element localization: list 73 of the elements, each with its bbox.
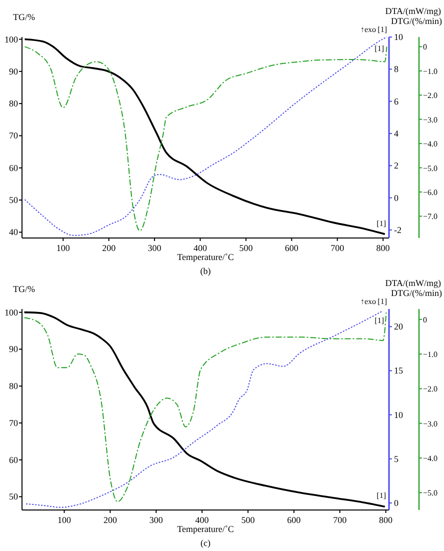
x-tick-label: 300 <box>148 243 162 253</box>
y3-tick-label: −4.0 <box>423 454 438 464</box>
text: ↑exo <box>360 297 376 306</box>
y-tick-label: 100 <box>4 34 18 44</box>
y3-axis-title: DTG/(%/min) <box>391 16 442 26</box>
y-tick-label: 80 <box>9 381 18 392</box>
x-tick-label: 200 <box>103 515 118 525</box>
text: [1] <box>378 25 388 34</box>
y3-tick-label: −3.0 <box>423 115 438 124</box>
y3-tick-label: −4.0 <box>423 140 438 149</box>
x-tick-label: 500 <box>241 515 256 525</box>
y-tick-label: 100 <box>4 307 18 318</box>
x-axis-title: Temperature/˚C <box>177 524 234 534</box>
y2-tick-label: -2 <box>394 224 402 235</box>
x-tick-label: 200 <box>102 243 116 253</box>
y2-tick-label: 10 <box>394 410 404 420</box>
y-tick-label: 60 <box>9 162 18 173</box>
y-tick-label: 70 <box>9 130 18 141</box>
y3-tick-label: −1.0 <box>423 66 438 76</box>
x-axis-title: Temperature/˚C <box>177 252 234 262</box>
text: (c) <box>200 538 210 548</box>
x-tick-label: 500 <box>239 243 254 253</box>
x-tick-label: 700 <box>333 515 348 525</box>
y3-tick-label: −6.0 <box>423 188 438 197</box>
text: ↑exo <box>360 25 376 34</box>
x-tick-label: 400 <box>195 515 210 525</box>
y-tick-label: 90 <box>9 344 18 354</box>
x-tick-label: 300 <box>149 515 164 525</box>
y-tick-label: 70 <box>9 418 18 428</box>
x-tick-label: 100 <box>58 515 72 525</box>
y3-tick-label: −3.0 <box>423 419 438 428</box>
y2-tick-label: 6 <box>394 96 399 106</box>
y3-tick-label: 0 <box>423 315 427 324</box>
y-tick-label: 80 <box>9 98 18 109</box>
y2-tick-label: 5 <box>394 454 399 464</box>
y2-tick-label: 0 <box>394 192 399 203</box>
y2-tick-label: 20 <box>394 322 404 332</box>
y3-tick-label: −2.0 <box>423 384 438 394</box>
y2-tick-label: 10 <box>394 32 404 42</box>
y3-tick-label: 0 <box>423 42 427 52</box>
y-axis-title: TG/% <box>13 12 36 22</box>
y3-tick-label: −7.0 <box>423 212 438 222</box>
y2-tick-label: 15 <box>394 366 404 376</box>
y3-tick-label: −2.0 <box>423 91 438 100</box>
annotation: [1] <box>374 44 384 53</box>
y2-tick-label: 2 <box>394 160 398 171</box>
y-tick-label: 40 <box>9 227 18 238</box>
y2-tick-label: 4 <box>394 128 399 138</box>
x-tick-label: 800 <box>379 515 394 525</box>
y2-axis-title: DTA/(mW/mg) <box>385 6 441 16</box>
annotation: [1] <box>376 219 386 228</box>
y-tick-label: 50 <box>9 492 18 502</box>
y3-tick-label: −5.0 <box>423 488 438 498</box>
y-tick-label: 90 <box>9 66 18 76</box>
y3-tick-label: −1.0 <box>423 350 438 360</box>
x-tick-label: 600 <box>287 515 302 525</box>
x-tick-label: 400 <box>193 243 208 253</box>
text: [1] <box>378 297 388 306</box>
y-axis-title: TG/% <box>13 284 36 294</box>
annotation: [1] <box>376 491 386 500</box>
y-tick-label: 60 <box>9 454 18 465</box>
y2-tick-label: 0 <box>394 498 399 508</box>
x-tick-label: 100 <box>56 243 70 253</box>
y2-axis-title: DTA/(mW/mg) <box>385 278 441 288</box>
annotation: [1] <box>374 316 384 325</box>
y-tick-label: 50 <box>9 195 18 206</box>
y3-axis-title: DTG/(%/min) <box>391 288 442 298</box>
x-tick-label: 800 <box>376 243 390 253</box>
x-tick-label: 600 <box>284 243 299 253</box>
y2-tick-label: 8 <box>394 64 399 74</box>
x-tick-label: 700 <box>330 243 345 253</box>
y3-tick-label: −5.0 <box>423 164 438 173</box>
text: (b) <box>200 266 211 276</box>
